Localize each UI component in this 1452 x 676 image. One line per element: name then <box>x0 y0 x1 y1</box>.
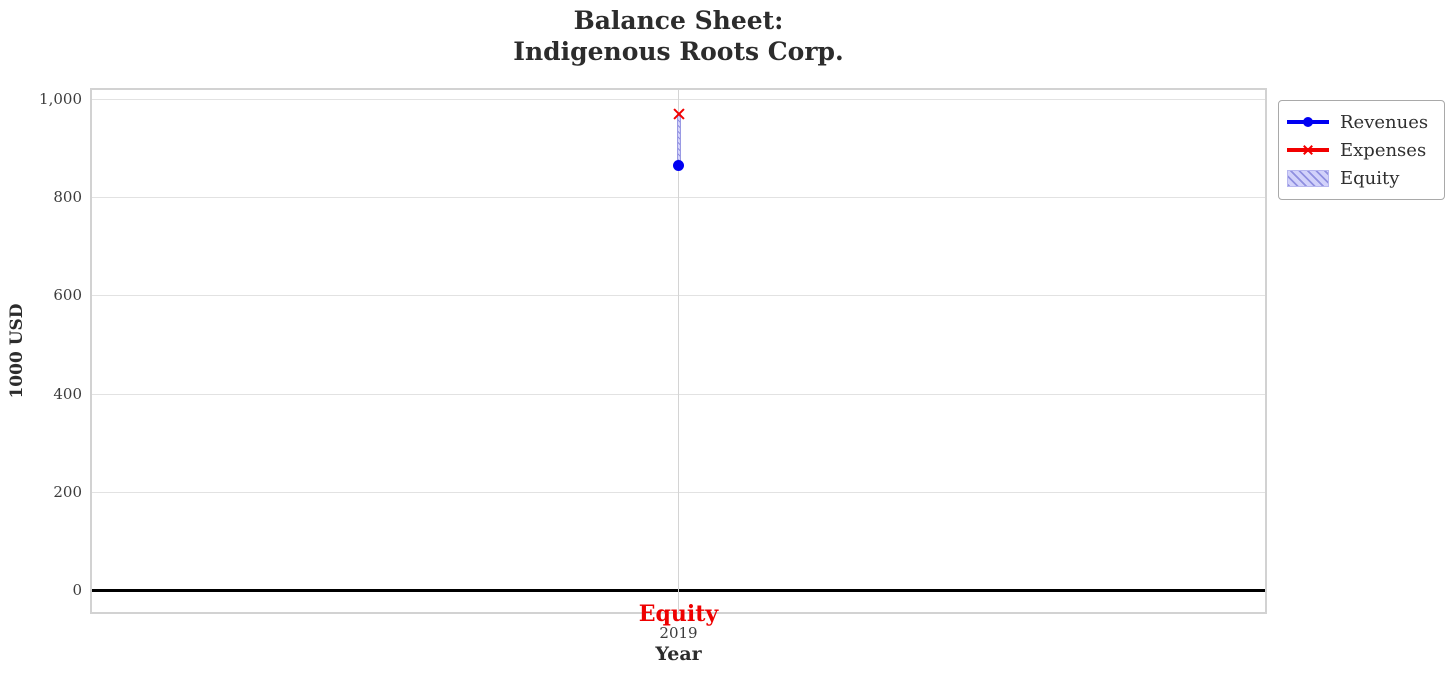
plot-area <box>90 88 1267 614</box>
legend-item-expenses: Expenses <box>1287 136 1436 164</box>
legend: Revenues Expenses Equity <box>1278 100 1445 200</box>
chart-title: Balance Sheet: Indigenous Roots Corp. <box>90 5 1267 67</box>
revenues-point-marker <box>673 159 684 171</box>
y-tick-label: 800 <box>53 188 82 207</box>
equity-hatched-patch-icon <box>1287 170 1329 187</box>
legend-label-equity: Equity <box>1340 167 1400 189</box>
y-tick-label: 600 <box>53 286 82 305</box>
revenues-legend-sample <box>1287 113 1329 131</box>
legend-label-expenses: Expenses <box>1340 139 1427 161</box>
equity-legend-sample <box>1287 169 1329 187</box>
chart-title-line2: Indigenous Roots Corp. <box>513 37 844 66</box>
x-axis-label: Year <box>655 643 702 665</box>
x-tick-label-2019: 2019 <box>659 624 698 642</box>
y-tick-label: 1,000 <box>39 89 82 108</box>
expenses-x-marker-icon <box>1303 145 1313 155</box>
expenses-legend-sample <box>1287 141 1329 159</box>
y-tick-label: 200 <box>53 483 82 502</box>
expenses-point-marker <box>673 108 685 120</box>
legend-item-revenues: Revenues <box>1287 108 1436 136</box>
y-tick-label: 0 <box>72 581 82 600</box>
y-tick-label: 400 <box>53 384 82 403</box>
chart-title-line1: Balance Sheet: <box>573 6 784 35</box>
revenues-circle-marker-icon <box>1303 117 1313 127</box>
v-gridline-2019 <box>678 88 679 614</box>
legend-item-equity: Equity <box>1287 164 1436 192</box>
legend-label-revenues: Revenues <box>1340 111 1429 133</box>
equity-annotation: Equity <box>638 601 719 627</box>
